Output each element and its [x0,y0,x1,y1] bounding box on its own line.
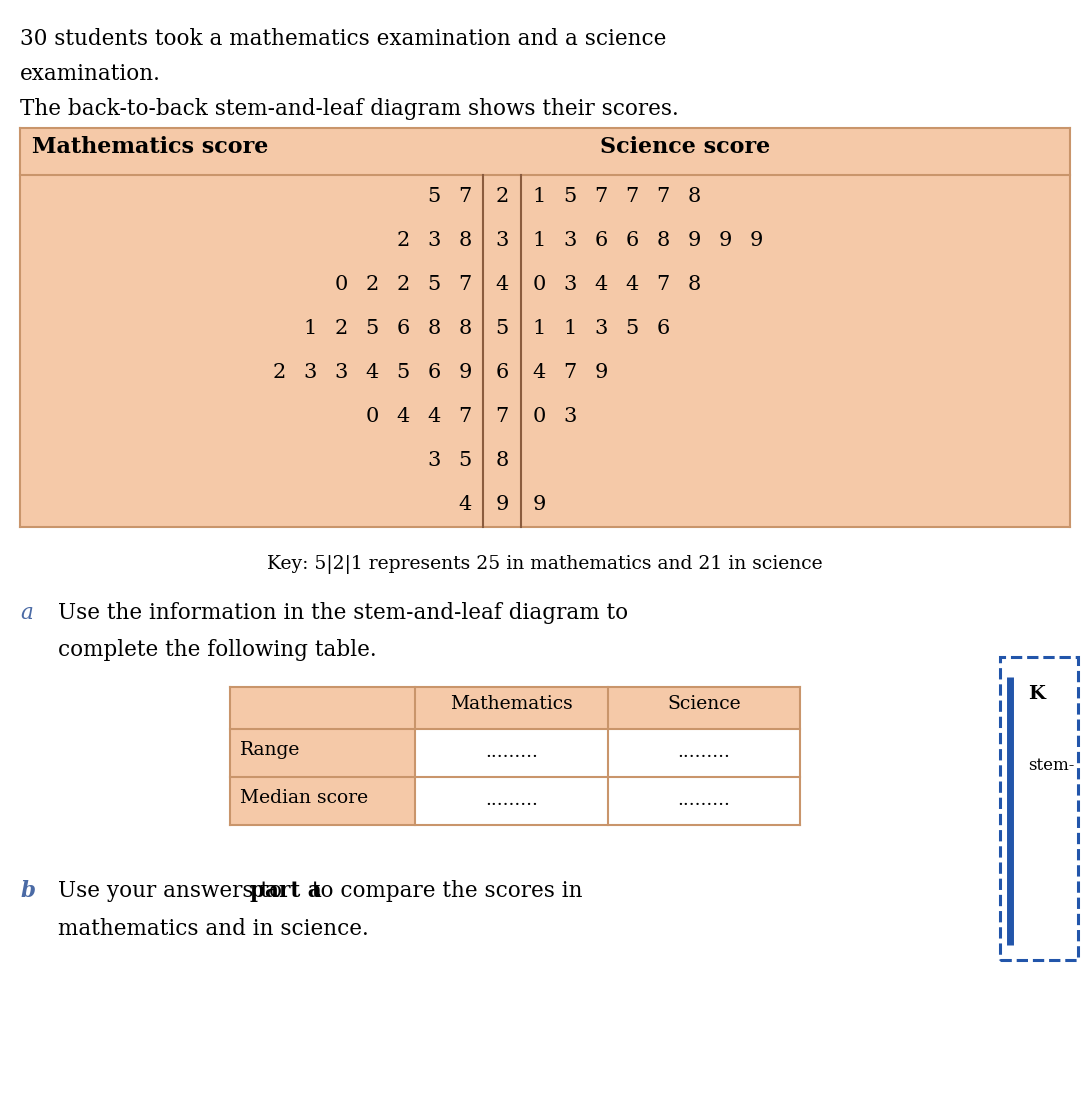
Text: 4: 4 [427,408,440,426]
Text: 5: 5 [397,364,410,382]
Text: 6: 6 [427,364,440,382]
Text: .........: ......... [678,743,730,761]
Text: 0: 0 [532,276,546,294]
Text: 1: 1 [303,320,317,338]
Text: The back-to-back stem-and-leaf diagram shows their scores.: The back-to-back stem-and-leaf diagram s… [20,98,679,120]
Text: 8: 8 [459,320,472,338]
Text: 4: 4 [626,276,639,294]
Text: 8: 8 [459,231,472,250]
Text: part a: part a [250,880,322,903]
Text: 9: 9 [594,364,608,382]
Text: 1: 1 [564,320,577,338]
Text: 4: 4 [594,276,607,294]
Text: 3: 3 [427,231,440,250]
Text: 4: 4 [495,276,509,294]
Text: Mathematics score: Mathematics score [32,136,268,158]
Text: 8: 8 [688,276,701,294]
Text: stem-: stem- [1028,757,1075,774]
FancyBboxPatch shape [20,128,1070,527]
Text: 5: 5 [626,320,639,338]
Text: 6: 6 [594,231,607,250]
Text: 4: 4 [397,408,410,426]
Text: .........: ......... [485,791,538,809]
Text: 4: 4 [459,496,472,515]
Text: 7: 7 [459,276,472,294]
Text: 4: 4 [365,364,378,382]
Text: 3: 3 [564,276,577,294]
Text: 5: 5 [427,187,440,206]
FancyBboxPatch shape [230,777,415,825]
Text: 3: 3 [495,231,509,250]
Text: 3: 3 [303,364,317,382]
Text: K: K [1028,685,1045,703]
Text: to compare the scores in: to compare the scores in [305,880,582,903]
Text: 9: 9 [688,231,701,250]
Text: 2: 2 [495,187,509,206]
Text: 6: 6 [626,231,639,250]
Text: Median score: Median score [240,789,368,807]
Text: 6: 6 [495,364,509,382]
FancyBboxPatch shape [230,687,800,730]
Text: 1: 1 [532,231,546,250]
Text: 8: 8 [656,231,669,250]
Text: Science score: Science score [600,136,771,158]
Text: a: a [20,602,33,624]
Text: 2: 2 [397,276,410,294]
Text: .........: ......... [678,791,730,809]
Text: 3: 3 [564,408,577,426]
Text: 0: 0 [335,276,348,294]
Text: 7: 7 [459,408,472,426]
Text: 9: 9 [458,364,472,382]
Text: Science: Science [667,695,741,713]
Text: 1: 1 [532,320,546,338]
Text: 9: 9 [495,496,509,515]
Text: 0: 0 [532,408,546,426]
Text: 3: 3 [427,452,440,471]
Text: 7: 7 [459,187,472,206]
Text: Use the information in the stem-and-leaf diagram to: Use the information in the stem-and-leaf… [58,602,628,624]
Text: 7: 7 [656,276,669,294]
FancyBboxPatch shape [230,730,415,777]
Text: 7: 7 [594,187,607,206]
Text: 5: 5 [427,276,440,294]
Text: 7: 7 [626,187,639,206]
Text: 2: 2 [365,276,378,294]
Text: 6: 6 [397,320,410,338]
Text: 8: 8 [427,320,440,338]
Text: 2: 2 [397,231,410,250]
Text: Use your answers to: Use your answers to [58,880,289,903]
Text: 3: 3 [335,364,348,382]
Text: 5: 5 [564,187,577,206]
Text: 30 students took a mathematics examination and a science: 30 students took a mathematics examinati… [20,28,666,50]
Text: 2: 2 [272,364,286,382]
Text: 5: 5 [365,320,378,338]
Text: 9: 9 [718,231,731,250]
Bar [1000,657,1078,960]
Text: 7: 7 [564,364,577,382]
Text: 7: 7 [495,408,509,426]
Text: 4: 4 [532,364,546,382]
Text: mathematics and in science.: mathematics and in science. [58,918,368,940]
Text: 1: 1 [532,187,546,206]
Text: Range: Range [240,741,301,759]
Text: b: b [20,880,35,903]
Text: Mathematics: Mathematics [450,695,573,713]
Text: 9: 9 [749,231,763,250]
Text: examination.: examination. [20,63,161,85]
Text: 0: 0 [365,408,378,426]
Text: 8: 8 [688,187,701,206]
Text: .........: ......... [485,743,538,761]
Text: 2: 2 [335,320,348,338]
Text: 9: 9 [532,496,546,515]
Text: 3: 3 [564,231,577,250]
Text: complete the following table.: complete the following table. [58,639,377,661]
Text: 7: 7 [656,187,669,206]
Text: Key: 5|2|1 represents 25 in mathematics and 21 in science: Key: 5|2|1 represents 25 in mathematics … [267,555,823,574]
Text: 6: 6 [656,320,669,338]
Text: 3: 3 [594,320,608,338]
Text: 8: 8 [495,452,509,471]
Text: 5: 5 [459,452,472,471]
Text: 5: 5 [495,320,509,338]
